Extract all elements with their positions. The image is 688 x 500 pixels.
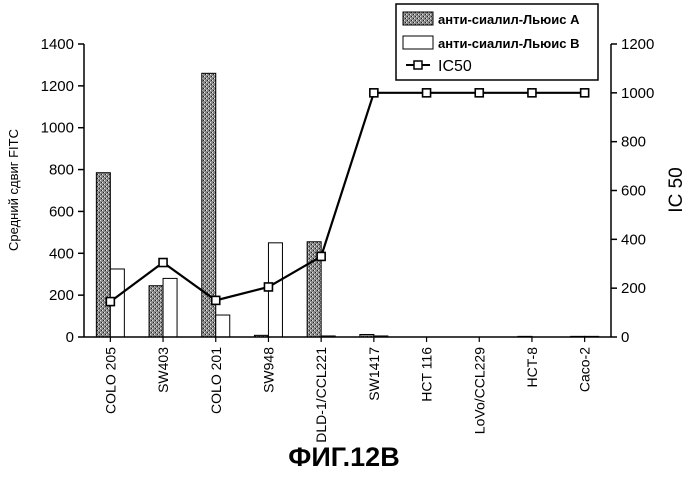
legend-label-anti-sialyl-lewis-a: анти-сиалил-Льюис А bbox=[438, 12, 580, 27]
y-tick-label: 1000 bbox=[41, 120, 74, 137]
legend-swatch-ic50-marker bbox=[414, 61, 422, 69]
bars-group bbox=[96, 73, 598, 337]
legend-label-ic50: IC50 bbox=[438, 58, 472, 75]
legend: анти-сиалил-Льюис А анти-сиалил-Льюис В IC… bbox=[396, 4, 598, 80]
ic50-marker-colo-201 bbox=[212, 296, 220, 304]
legend-swatch-anti-sialyl-lewis-a bbox=[403, 12, 433, 25]
ic50-marker-caco-2 bbox=[581, 89, 589, 97]
ic50-marker-hct-116 bbox=[423, 89, 431, 97]
axes-group: 0 200 400 600 800 1000 1200 1400 0 200 400 600 800 10… bbox=[41, 36, 655, 443]
x-tick-label: LoVo/CCL229 bbox=[471, 347, 487, 434]
bar-anti-sialyl-lewis-b-colo-201 bbox=[216, 315, 230, 337]
figure-caption: ФИГ.12В bbox=[0, 442, 688, 473]
y2-tick-label: 400 bbox=[621, 231, 646, 248]
ic50-marker-sw1417 bbox=[370, 89, 378, 97]
ic50-line bbox=[110, 93, 584, 302]
ic50-marker-colo-205 bbox=[106, 298, 114, 306]
y-axis-title: Средний сдвиг FITC bbox=[6, 129, 21, 251]
bar-anti-sialyl-lewis-a-colo-205 bbox=[96, 173, 110, 337]
y-tick-label: 1200 bbox=[41, 78, 74, 95]
y-tick-label: 600 bbox=[49, 203, 74, 220]
ic50-marker-dld-1-ccl221 bbox=[317, 252, 325, 260]
y-tick-label: 1400 bbox=[41, 36, 74, 53]
x-tick-label: HCT 116 bbox=[419, 347, 435, 402]
ic50-marker-hct-8 bbox=[528, 89, 536, 97]
x-tick-label: SW948 bbox=[260, 347, 276, 393]
ic50-marker-sw403 bbox=[159, 259, 167, 267]
ic50-marker-lovo-ccl229 bbox=[475, 89, 483, 97]
x-tick-label: COLO 205 bbox=[102, 347, 118, 414]
legend-label-anti-sialyl-lewis-b: анти-сиалил-Льюис В bbox=[438, 36, 580, 51]
ic50-marker-sw948 bbox=[264, 283, 272, 291]
y-tick-label: 0 bbox=[66, 329, 74, 346]
y2-tick-label: 600 bbox=[621, 183, 646, 200]
ic50-line-group bbox=[106, 89, 588, 306]
x-tick-label: COLO 201 bbox=[208, 347, 224, 414]
y2-tick-label: 200 bbox=[621, 280, 646, 297]
x-tick-label: Caco-2 bbox=[577, 347, 593, 392]
y2-tick-label: 0 bbox=[621, 329, 629, 346]
y2-tick-label: 1200 bbox=[621, 36, 654, 53]
bar-anti-sialyl-lewis-a-sw403 bbox=[149, 286, 163, 337]
x-tick-label: SW403 bbox=[155, 347, 171, 393]
y2-tick-label: 800 bbox=[621, 134, 646, 151]
y-tick-label: 200 bbox=[49, 287, 74, 304]
y2-axis-title: IC 50 bbox=[666, 167, 687, 212]
y-tick-label: 400 bbox=[49, 245, 74, 262]
bar-anti-sialyl-lewis-b-sw403 bbox=[163, 278, 177, 337]
y2-tick-label: 1000 bbox=[621, 85, 654, 102]
x-tick-label: HCT-8 bbox=[524, 347, 540, 388]
x-tick-label: DLD-1/CCL221 bbox=[313, 347, 329, 443]
legend-swatch-anti-sialyl-lewis-b bbox=[403, 36, 433, 49]
y-tick-label: 800 bbox=[49, 162, 74, 179]
x-tick-label: SW1417 bbox=[366, 347, 382, 401]
